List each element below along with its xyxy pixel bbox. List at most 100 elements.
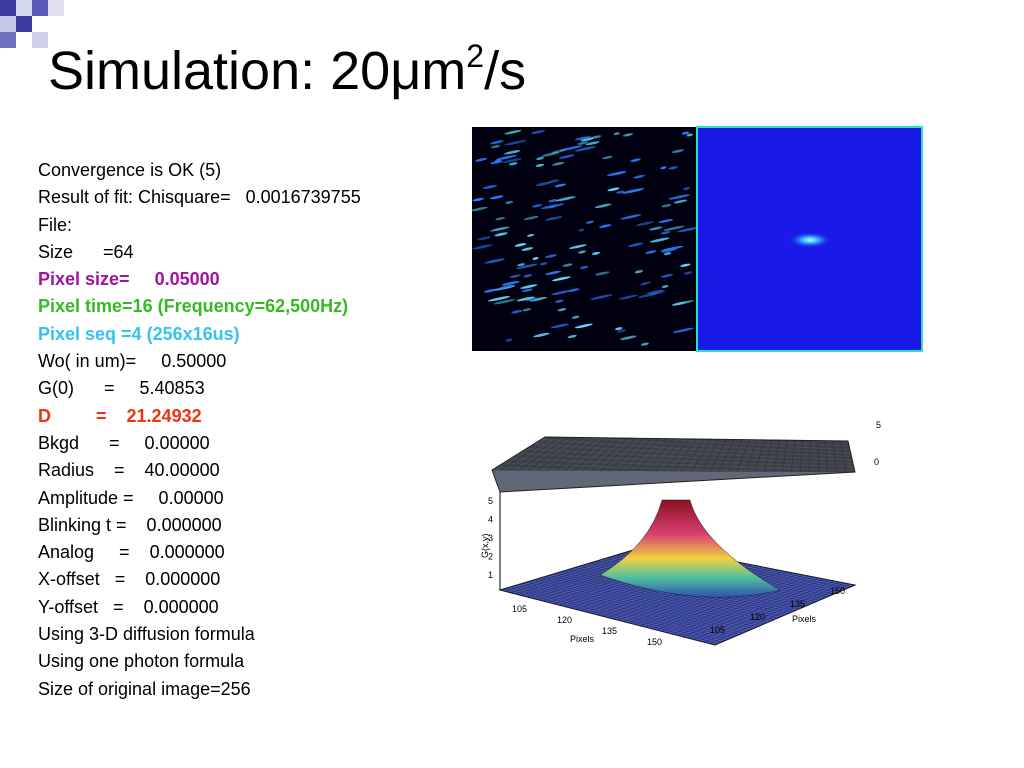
mesh-line [661,574,804,632]
right-tick-label: 120 [750,612,765,622]
streak [472,197,485,202]
streak [660,166,667,170]
mesh-line [655,573,799,631]
left-tick-label: 105 [512,604,527,614]
streak [514,243,527,247]
fit-results: Convergence is OK (5) Result of fit: Chis… [38,157,361,703]
mesh-line [709,583,850,644]
right-axis-label: Pixels [792,614,817,624]
mesh-line [523,450,851,454]
mesh-line [671,576,815,635]
streak [585,141,600,146]
streak [622,133,634,137]
mesh-line [704,582,845,643]
streak [545,254,557,258]
corner-decoration [0,0,64,48]
correlation-peak [788,232,832,248]
streak [618,294,638,300]
streak [550,323,569,329]
streak [595,271,610,276]
streak [508,162,518,166]
streak [574,146,597,152]
streak [671,300,694,306]
streak [471,206,488,212]
streak [554,183,566,188]
result-line: Size =64 [38,241,134,262]
streak [562,263,573,267]
streak [475,158,487,162]
streak [540,262,548,266]
right-tick-label: 135 [790,599,805,609]
mesh-line [809,440,811,472]
streak [529,296,548,302]
mesh-line [847,440,856,473]
mesh-line [533,444,850,449]
streak [635,221,654,227]
mesh-line [650,572,794,629]
colorbar-tick: 0 [874,457,879,467]
mesh-line [682,578,825,637]
result-line: Y-offset = 0.000000 [38,596,219,617]
mesh-line [534,443,850,448]
streak [521,288,533,293]
streak [487,296,511,302]
mesh-line [529,446,851,451]
mesh-line [825,440,828,472]
streak [637,292,658,298]
streak [541,152,560,157]
streak [660,231,671,235]
mesh-line [817,440,819,472]
mesh-line [773,440,781,472]
result-line: Size of original image=256 [38,678,251,699]
streak [661,204,672,208]
streak [585,220,594,224]
streak [613,132,620,136]
colorbar-tick: 5 [876,420,881,430]
mesh-line [537,441,850,446]
streak [490,226,510,232]
streak [619,335,637,340]
streak [673,199,688,204]
streak [515,263,538,269]
streak [489,195,504,200]
streak [552,162,565,166]
streak [680,263,691,267]
streak [577,141,589,145]
streak [495,217,506,221]
result-line: Radius = 40.00000 [38,460,220,481]
streak [494,232,508,237]
streak [545,270,562,275]
streak [490,140,504,145]
streak [555,196,576,202]
streak [616,329,627,333]
streak [594,203,612,209]
streak [482,184,498,189]
result-line: Blinking t = 0.000000 [38,514,222,535]
mesh-line [527,447,851,452]
mesh-line [782,440,788,472]
mesh-line [543,437,849,442]
left-tick-label: 150 [647,637,662,647]
left-tick-label: 135 [602,626,617,636]
streak [531,130,546,134]
result-line: Bkgd = 0.00000 [38,432,210,453]
streak [663,252,672,256]
streak [509,274,521,278]
right-tick-label: 150 [830,586,845,596]
streak [649,237,670,243]
streak [580,137,594,142]
streak [505,200,514,204]
streak [504,140,527,146]
title-text: Simulation: 20μm [48,41,467,101]
streak [646,289,665,295]
streak [683,187,690,191]
streak [615,190,625,194]
streak [501,281,520,286]
result-line: Convergence is OK (5) [38,160,222,180]
streak [498,284,515,290]
mesh-line [673,438,697,472]
streak [511,309,523,314]
streak [496,155,517,161]
streak [630,158,641,162]
